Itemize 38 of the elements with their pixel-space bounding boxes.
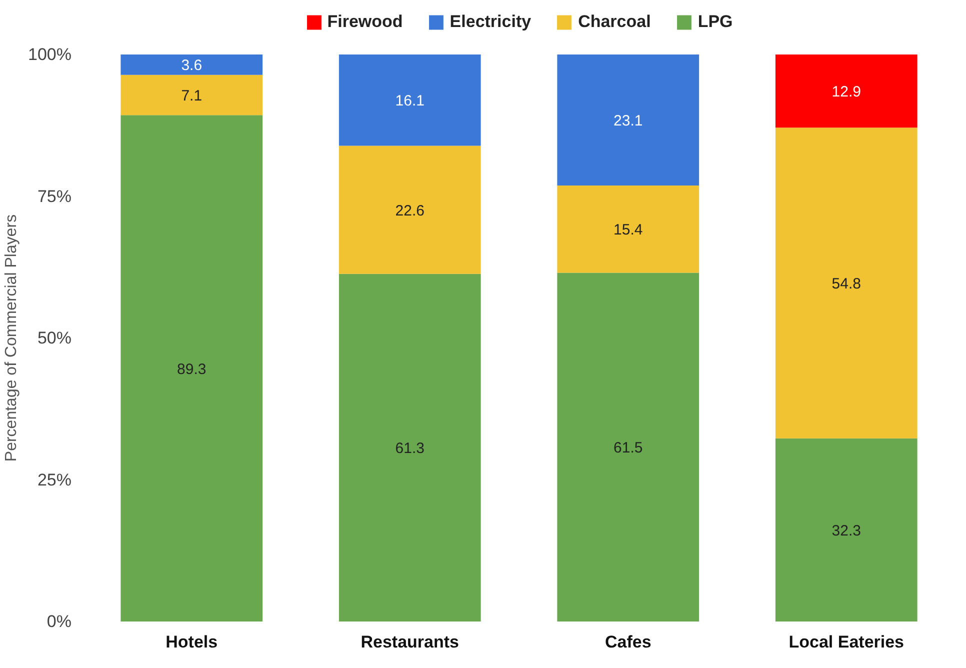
y-tick-label: 75% [37,186,72,206]
x-tick-label: Hotels [166,632,218,652]
data-label: 16.1 [395,92,424,110]
bar [557,185,700,273]
data-label: 12.9 [832,84,861,101]
bar [338,274,481,622]
y-tick-label: 25% [37,470,72,490]
legend-label: Charcoal [578,12,651,32]
bar [775,438,918,622]
data-label: 54.8 [832,276,861,292]
y-tick-label: 50% [37,328,72,348]
legend-label: LPG [698,12,733,32]
bar [775,128,918,438]
y-tick-label: 100% [28,45,72,64]
bar [338,54,481,146]
y-tick-label: 0% [46,612,72,631]
x-tick-label: Local Eateries [788,632,904,652]
bar [338,146,481,274]
bar [120,115,263,622]
data-label: 7.1 [181,88,202,105]
data-label: 32.3 [832,522,861,540]
bar [775,54,918,128]
bar [120,54,263,75]
data-label: 15.4 [614,222,643,239]
data-label: 3.6 [181,57,202,74]
data-label: 61.5 [614,440,643,457]
legend-label: Firewood [327,12,403,32]
legend-label: Electricity [450,12,532,32]
data-label: 61.3 [395,440,424,458]
x-tick-label: Restaurants [360,632,460,652]
data-label: 89.3 [177,360,206,378]
y-axis-title: Percentage of Commercial Players [3,214,20,462]
data-label: 22.6 [395,202,424,220]
bar [120,74,263,116]
data-label: 23.1 [614,112,643,130]
bar [557,272,700,622]
x-tick-label: Cafes [604,632,652,652]
bar [557,54,700,186]
